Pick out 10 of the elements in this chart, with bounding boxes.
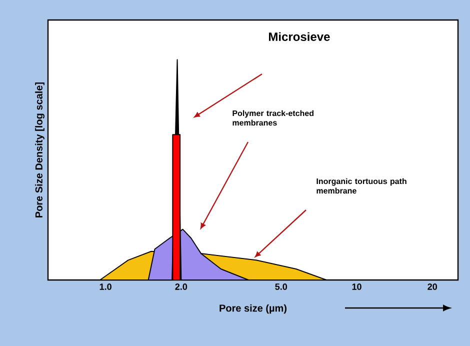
text: Microsieve xyxy=(269,32,330,42)
x-tick-label: 20 xyxy=(428,284,437,290)
x-tick-label: 10 xyxy=(352,284,362,290)
annotation: Polymer track-etched membranes xyxy=(232,110,314,126)
y-axis-title: Pore Size Density [log scale] xyxy=(35,82,44,218)
x-tick-label: 2.0 xyxy=(175,284,188,290)
x-tick-label: 5.0 xyxy=(275,284,288,290)
x-tick-label: 1.0 xyxy=(100,284,112,290)
x-axis-title: Pore size (µm) xyxy=(220,304,286,314)
annotation: Inorganic tortuous path membrane xyxy=(316,178,406,194)
